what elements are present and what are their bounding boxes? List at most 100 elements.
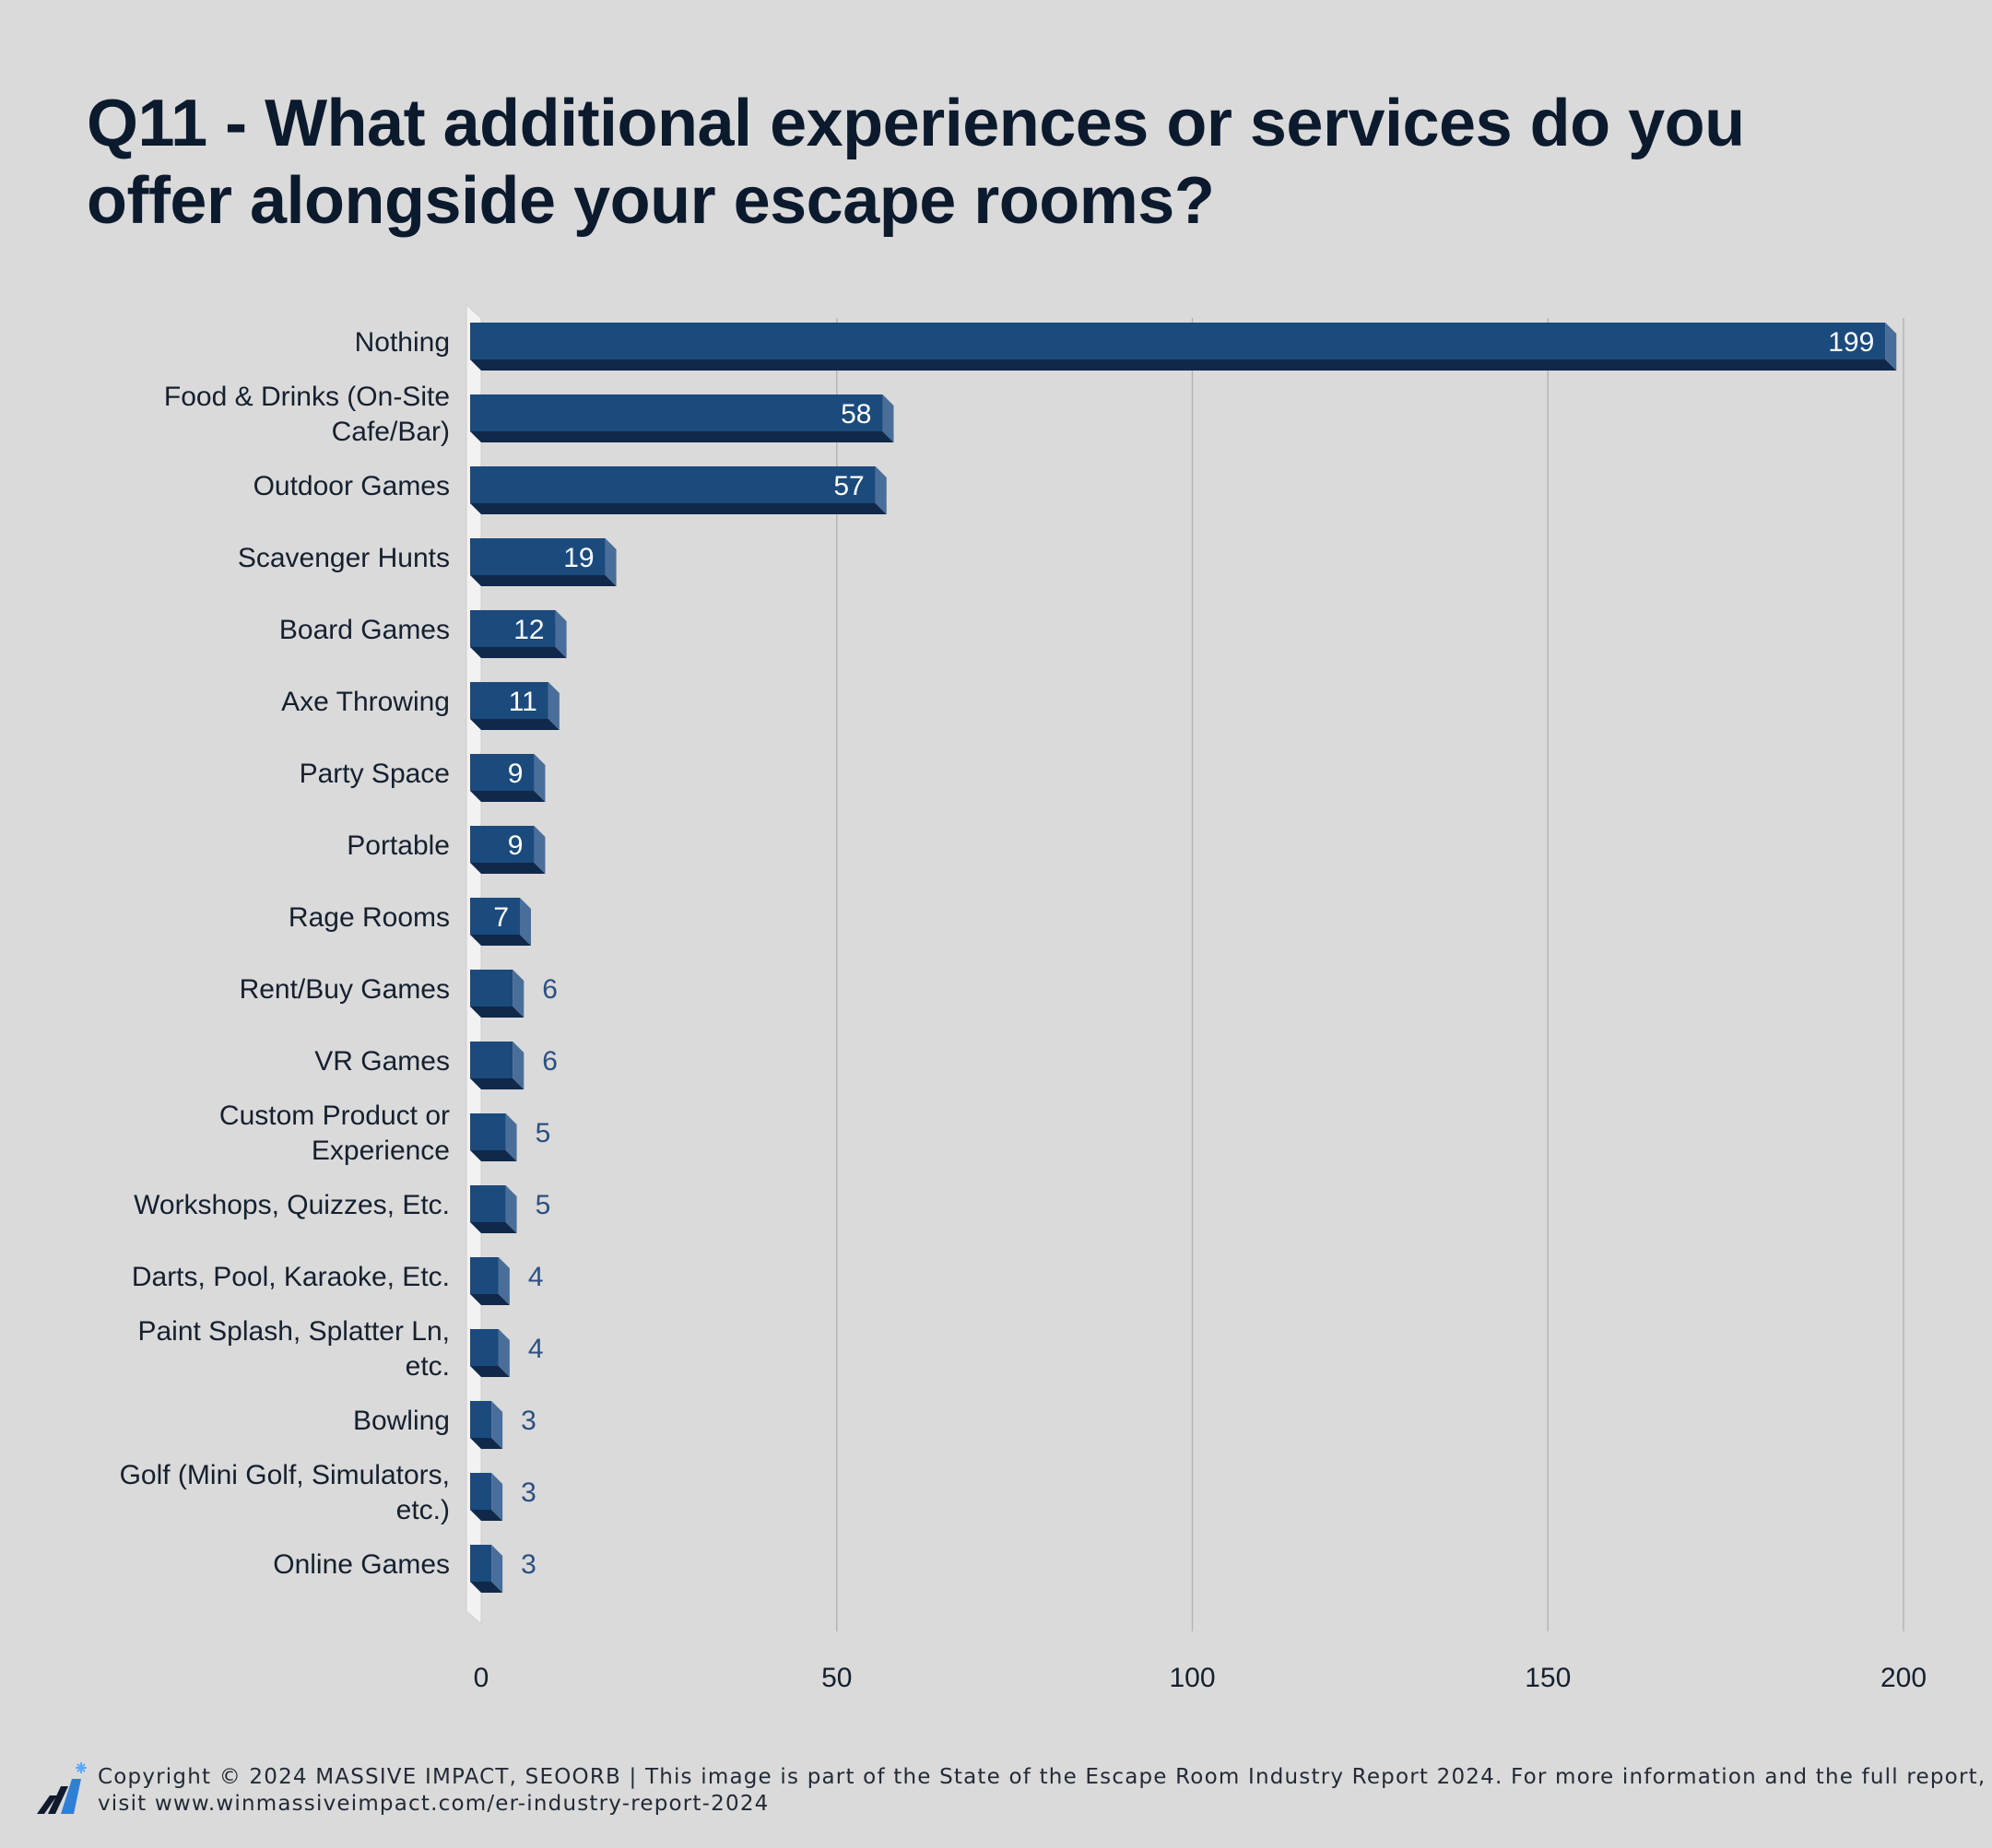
bar-bottom-face — [470, 1150, 517, 1161]
bar-front-face — [470, 1042, 513, 1078]
bar: 11 — [470, 682, 560, 730]
bar-bottom-face — [470, 575, 617, 586]
category-label: Party Space — [300, 759, 450, 789]
bar-value-label: 4 — [528, 1334, 544, 1364]
bar: 7 — [470, 898, 532, 946]
bar-front-face — [470, 1113, 506, 1150]
bar-value-label: 5 — [536, 1118, 551, 1148]
bar-front-face — [470, 610, 556, 647]
bar-value-label: 4 — [528, 1262, 544, 1292]
bar-side-face — [548, 682, 560, 730]
category-label: Rent/Buy Games — [240, 974, 450, 1005]
chart-title: Q11 - What additional experiences or ser… — [87, 87, 1745, 238]
bar-value-label: 9 — [508, 759, 524, 789]
category-label: Axe Throwing — [281, 687, 450, 717]
grid-lines — [836, 318, 1904, 1631]
bar-bottom-face — [470, 863, 546, 874]
bar-bottom-face — [470, 1294, 510, 1305]
bar-side-face — [555, 610, 567, 658]
category-label: Custom Product or Experience — [219, 1101, 450, 1166]
bar-front-face — [470, 826, 535, 863]
bar-front-face — [470, 898, 521, 935]
bar-side-face — [513, 970, 525, 1018]
bar: 3 — [470, 1473, 536, 1521]
bar-front-face — [470, 466, 876, 503]
bar-side-face — [491, 1473, 503, 1521]
bar: 6 — [470, 1042, 558, 1089]
bar-front-face — [470, 1257, 499, 1294]
bar-front-face — [470, 323, 1886, 359]
bar-value-label: 3 — [521, 1406, 536, 1436]
bar: 6 — [470, 970, 558, 1018]
bar-side-face — [491, 1401, 503, 1449]
bar-bottom-face — [470, 1510, 503, 1521]
category-label: VR Games — [314, 1046, 450, 1077]
bar-side-face — [534, 754, 546, 802]
category-label: Food & Drinks (On-Site Cafe/Bar) — [164, 382, 450, 447]
x-tick-label: 200 — [1880, 1663, 1927, 1693]
bar: 5 — [470, 1185, 550, 1233]
bar-side-face — [534, 826, 546, 874]
bar-value-label: 5 — [536, 1190, 551, 1220]
bar-bottom-face — [470, 1366, 510, 1377]
bar-bottom-face — [470, 1222, 517, 1233]
bars: 199 58 57 19 12 11 9 9 7 6 6 5 5 4 4 3 3 3 — [470, 323, 1897, 1593]
bar-bottom-face — [470, 503, 887, 514]
bar-front-face — [470, 1185, 506, 1222]
bar-side-face — [505, 1113, 517, 1161]
bar-chart: 199 58 57 19 12 11 9 9 7 6 6 5 5 4 4 3 3 3 Nothing Food & … — [120, 303, 1927, 1693]
bar: 4 — [470, 1329, 544, 1377]
bar-side-face — [1885, 323, 1897, 371]
bar-value-label: 58 — [841, 399, 871, 430]
bar-bottom-face — [470, 1438, 503, 1449]
category-label: Outdoor Games — [253, 471, 450, 501]
bar-bottom-face — [470, 431, 894, 442]
bar-front-face — [470, 682, 548, 719]
bar: 9 — [470, 826, 546, 874]
bar: 3 — [470, 1401, 536, 1449]
bar-side-face — [505, 1185, 517, 1233]
x-tick-label: 150 — [1525, 1663, 1571, 1693]
bar-value-label: 6 — [542, 974, 558, 1005]
bar-side-face — [513, 1042, 525, 1089]
bar-bottom-face — [470, 791, 546, 802]
category-label: Paint Splash, Splatter Ln, etc. — [137, 1316, 450, 1382]
bar: 58 — [470, 394, 894, 442]
x-tick-label: 50 — [821, 1663, 852, 1693]
bar-front-face — [470, 394, 883, 431]
bar: 9 — [470, 754, 546, 802]
bar-side-face — [491, 1545, 503, 1593]
category-label: Golf (Mini Golf, Simulators, etc.) — [120, 1460, 450, 1525]
bar-value-label: 199 — [1828, 327, 1874, 358]
bar-front-face — [470, 970, 513, 1006]
bar-value-label: 3 — [521, 1477, 536, 1508]
bar-side-face — [882, 394, 894, 442]
bar-side-face — [605, 538, 617, 586]
bar: 12 — [470, 610, 567, 658]
bar-value-label: 3 — [521, 1549, 536, 1580]
category-label: Workshops, Quizzes, Etc. — [134, 1190, 450, 1220]
bar-value-label: 9 — [508, 830, 524, 861]
bar-front-face — [470, 1401, 492, 1438]
bar-bottom-face — [470, 1006, 525, 1018]
bar-side-face — [520, 898, 532, 946]
bar-value-label: 7 — [493, 902, 509, 933]
bar-bottom-face — [470, 719, 560, 730]
category-labels: Nothing Food & Drinks (On-Site Cafe/Bar) Ou… — [120, 327, 450, 1580]
bar-side-face — [875, 466, 887, 514]
x-tick-label: 100 — [1169, 1663, 1215, 1693]
x-axis-ticks: 0 50 100 150 200 — [474, 1663, 1927, 1693]
bar-front-face — [470, 538, 606, 575]
bar: 5 — [470, 1113, 550, 1161]
footer-copyright: Copyright © 2024 MASSIVE IMPACT, SEOORB … — [98, 1765, 1986, 1816]
category-label: Scavenger Hunts — [238, 543, 450, 573]
category-label: Darts, Pool, Karaoke, Etc. — [132, 1262, 450, 1292]
bar-value-label: 6 — [542, 1046, 558, 1077]
bar: 199 — [470, 323, 1897, 371]
category-label: Nothing — [355, 327, 450, 358]
footer: Copyright © 2024 MASSIVE IMPACT, SEOORB … — [33, 1759, 1985, 1818]
category-label: Online Games — [273, 1549, 450, 1580]
bar-value-label: 19 — [563, 543, 594, 573]
bar: 4 — [470, 1257, 544, 1305]
bar-front-face — [470, 1545, 492, 1582]
